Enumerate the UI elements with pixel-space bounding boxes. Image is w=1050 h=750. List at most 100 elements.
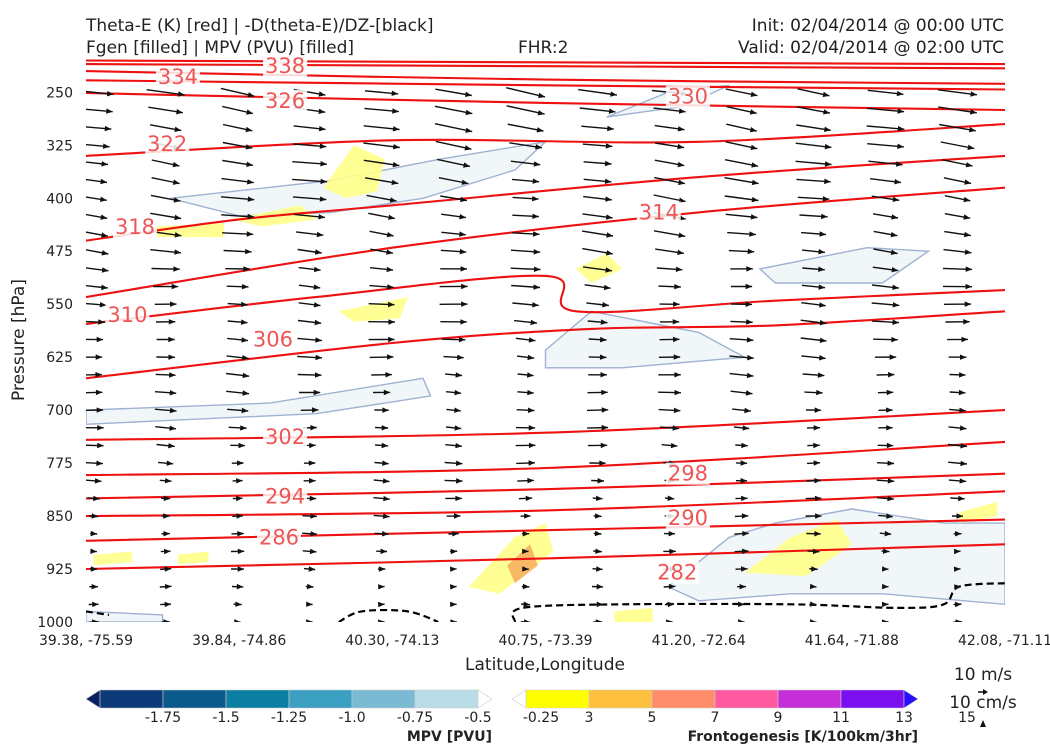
wind-vector-287: [159, 478, 172, 484]
wind-vector-211: [297, 372, 322, 378]
wind-vector-114: [801, 231, 827, 237]
wind-vector-100: [725, 213, 758, 220]
wind-vector-387: [809, 601, 817, 607]
wind-vector-65: [86, 178, 108, 185]
wind-vector-215: [588, 372, 607, 378]
wind-vector-273: [86, 460, 103, 466]
frontogenesis-colorbar-label: Frontogenesis [K/100km/3hr]: [688, 729, 918, 745]
wind-vector-180: [872, 319, 900, 325]
x-tick-3: 40.75, -73.39: [498, 633, 592, 649]
wind-vector-259: [948, 425, 967, 431]
wind-vector-244: [805, 407, 822, 413]
mpv-swatch-2: [162, 689, 227, 709]
wind-vector-389: [953, 601, 962, 608]
wind-vector-297: [876, 478, 895, 484]
wind-vector-149: [511, 284, 541, 290]
wind-vector-190: [659, 336, 680, 343]
wind-vector-208: [86, 372, 102, 378]
mpv-tick-1: -1.5: [212, 710, 239, 726]
wind-vector-322: [805, 513, 822, 519]
wind-vector-152: [731, 283, 753, 290]
wind-vector-329: [374, 531, 389, 537]
wind-vector-120: [297, 248, 322, 255]
wind-vector-128: [873, 248, 898, 255]
wind-vector-46: [582, 143, 613, 149]
wind-vector-378: [160, 601, 172, 608]
wind-vector-142: [942, 266, 973, 272]
wind-vector-171: [227, 319, 248, 325]
wind-vector-388: [882, 601, 889, 608]
wind-vector-237: [300, 407, 319, 413]
wind-vector-9: [725, 88, 758, 97]
theta-e-contour-294: [86, 472, 1005, 500]
wind-vector-402: [952, 619, 963, 622]
wind-vector-379: [233, 601, 242, 607]
theta-e-label-14: 286: [259, 525, 299, 549]
wind-vector-122: [440, 248, 467, 255]
fgen-region-6: [507, 544, 538, 584]
wind-vector-292: [517, 477, 534, 484]
wind-vector-227: [517, 389, 534, 396]
wind-vector-312: [89, 513, 99, 519]
wind-vector-393: [306, 619, 313, 622]
wind-vector-177: [659, 319, 680, 325]
wind-vector-396: [520, 619, 531, 622]
wind-vector-179: [800, 319, 827, 326]
wind-vector-33: [581, 125, 614, 132]
wind-vector-270: [807, 442, 820, 449]
wind-vector-376: [954, 584, 961, 590]
wind-vector-255: [659, 425, 680, 431]
wind-vector-155: [942, 283, 973, 290]
wind-vector-339: [160, 548, 171, 555]
wind-vector-268: [661, 442, 678, 449]
wind-vector-314: [232, 513, 244, 519]
wind-vector-384: [592, 601, 604, 608]
wind-vector-48: [725, 141, 758, 150]
wind-vector-247: [86, 425, 104, 431]
wind-vector-335: [806, 531, 821, 537]
wind-vector-165: [730, 301, 753, 307]
wind-vector-197: [226, 355, 249, 361]
wind-vector-241: [586, 407, 609, 413]
wind-vector-305: [518, 495, 533, 502]
wind-vector-278: [444, 460, 463, 466]
wind-vector-311: [950, 495, 965, 502]
wind-vector-116: [944, 230, 971, 238]
wind-vector-349: [881, 548, 890, 554]
mpv-swatch-5: [351, 689, 416, 709]
wind-vector-17: [364, 107, 399, 114]
wind-vector-367: [305, 583, 314, 590]
wind-vector-399: [738, 619, 745, 622]
wind-vector-20: [579, 107, 616, 114]
wind-vector-331: [521, 531, 530, 537]
wind-vector-231: [804, 389, 823, 396]
wind-vector-352: [160, 566, 172, 572]
wind-vector-400: [810, 619, 817, 622]
wind-vector-104: [86, 231, 109, 238]
wind-vector-77: [943, 177, 972, 185]
wind-vector-106: [222, 231, 254, 237]
wind-vector-191: [729, 337, 754, 343]
wind-vector-71: [511, 178, 540, 184]
wind-vector-87: [724, 195, 759, 203]
wind-vector-183: [156, 336, 175, 343]
wind-vector-398: [666, 619, 673, 622]
y-tick-775: 775: [46, 456, 73, 472]
wind-vector-160: [368, 301, 395, 308]
wind-vector-98: [582, 213, 613, 220]
wind-vector-39: [86, 143, 110, 149]
wind-vector-298: [948, 478, 967, 484]
mpv-swatch-3: [225, 689, 290, 709]
wind-vector-336: [879, 530, 892, 537]
wind-vector-200: [443, 354, 464, 361]
theta-e-contour-326: [86, 91, 1005, 112]
wind-vector-265: [445, 442, 462, 449]
theta-e-label-9: 306: [253, 328, 293, 352]
wind-vector-161: [439, 301, 468, 307]
wind-vector-181: [945, 319, 970, 325]
wind-vector-145: [226, 284, 249, 290]
wind-vector-188: [515, 337, 536, 343]
wind-vector-27: [149, 124, 182, 132]
wind-vector-201: [516, 354, 535, 361]
wind-vector-0: [86, 90, 114, 97]
